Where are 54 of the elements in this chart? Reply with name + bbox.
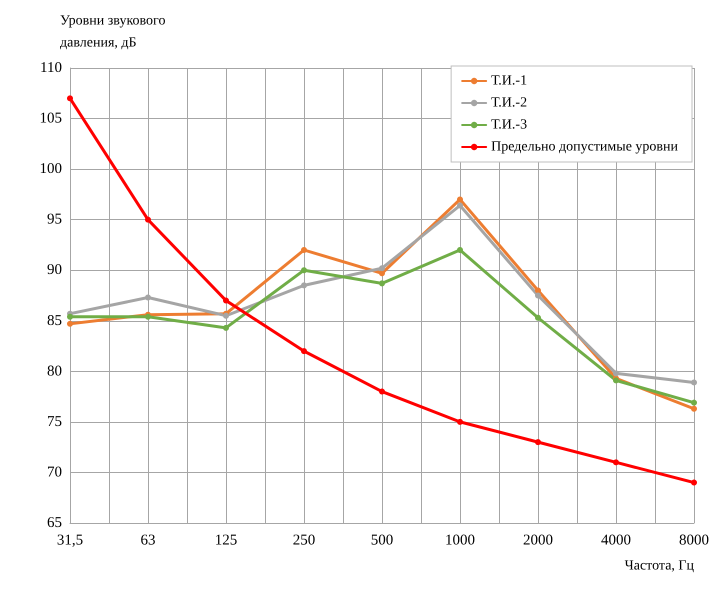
legend-label: Т.И.-1 [491, 74, 528, 88]
point [301, 282, 307, 288]
x-tick-label: 31,5 [56, 532, 84, 548]
point [67, 314, 73, 320]
x-tick-label: 1000 [445, 532, 475, 548]
y-axis-title: Уровни звукового давления, дБ [60, 14, 166, 50]
point [613, 459, 619, 466]
y-tick-label: 105 [40, 110, 62, 127]
y-tick-label: 100 [40, 161, 62, 178]
y-tick-label: 65 [47, 515, 62, 531]
y-tick-label: 90 [47, 262, 62, 278]
point [223, 298, 229, 304]
point [67, 95, 73, 102]
y-tick-label: 75 [47, 414, 62, 430]
x-tick-label: 2000 [523, 532, 553, 548]
x-tick-label: 4000 [601, 532, 631, 548]
point [457, 202, 463, 209]
point [457, 247, 463, 253]
y-tick-label: 85 [47, 312, 62, 329]
x-tick-label: 8000 [679, 532, 709, 548]
y-tick-label: 80 [47, 363, 62, 380]
x-tick-label: 250 [292, 532, 316, 548]
point [301, 348, 307, 354]
point [67, 320, 73, 327]
point [379, 265, 385, 272]
legend-label: Т.И.-2 [491, 96, 528, 110]
point [691, 379, 697, 386]
y-tick-label: 110 [40, 60, 62, 76]
x-tick-label: 125 [214, 532, 238, 548]
point [223, 324, 229, 331]
point [691, 480, 697, 486]
x-tick-label: 63 [140, 532, 156, 548]
point [301, 247, 307, 253]
point [457, 196, 463, 202]
point [145, 294, 151, 301]
point [535, 439, 541, 446]
point [691, 400, 697, 406]
point [145, 216, 151, 223]
point [379, 280, 385, 286]
point [457, 418, 463, 425]
point [379, 270, 385, 276]
point [535, 287, 541, 294]
x-tick-label: 500 [370, 532, 394, 548]
point [691, 406, 697, 412]
point [535, 314, 541, 321]
point [301, 267, 307, 274]
y-tick-label: 95 [47, 212, 62, 228]
point [379, 388, 385, 395]
x-axis-title: Частота, Гц [624, 558, 694, 574]
point [535, 292, 541, 298]
legend-label: Т.И.-3 [491, 118, 528, 132]
legend-label: Предельно допустимые уровни [491, 140, 679, 154]
point [613, 370, 619, 376]
y-tick-label: 70 [47, 464, 62, 480]
